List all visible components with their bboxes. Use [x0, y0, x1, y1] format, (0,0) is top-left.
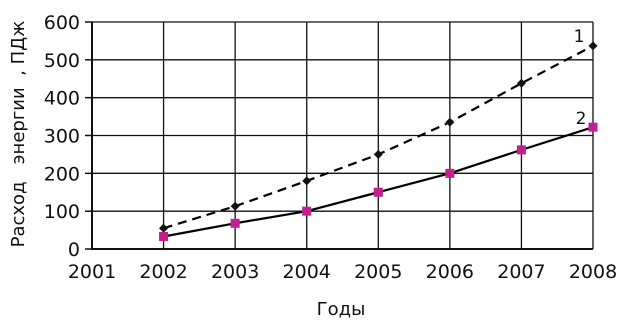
data-point-series-1	[516, 78, 526, 88]
series-label-2: 2	[576, 109, 587, 129]
data-markers	[159, 41, 598, 242]
data-point-series-2	[445, 168, 455, 178]
x-tick-label: 2002	[139, 261, 187, 283]
axes	[85, 21, 593, 250]
data-point-series-2	[588, 122, 598, 132]
y-tick-label: 200	[44, 163, 80, 185]
y-tick-label: 300	[44, 126, 80, 148]
data-point-series-1	[445, 117, 455, 127]
y-tick-label: 0	[68, 239, 80, 261]
y-tick-label: 400	[44, 88, 80, 110]
y-axis-title: Расход энергии , ПДж	[8, 21, 29, 248]
data-point-series-1	[230, 201, 240, 211]
series-label-1: 1	[574, 27, 585, 47]
data-point-series-1	[302, 176, 312, 186]
x-tick-label: 2008	[569, 261, 617, 283]
y-tick-label: 600	[44, 12, 80, 34]
data-point-series-2	[230, 218, 240, 228]
data-point-series-1	[159, 223, 169, 233]
x-tick-label: 2004	[283, 261, 331, 283]
data-point-series-1	[373, 149, 383, 159]
x-tick-label: 2003	[211, 261, 259, 283]
data-point-series-2	[516, 145, 526, 155]
x-tick-label: 2007	[497, 261, 545, 283]
y-tick-label: 100	[44, 201, 80, 223]
grid	[91, 21, 594, 250]
x-tick-label: 2001	[68, 261, 116, 283]
x-tick-label: 2005	[354, 261, 402, 283]
y-tick-label: 500	[44, 50, 80, 72]
data-point-series-2	[373, 187, 383, 197]
data-point-series-2	[159, 232, 169, 242]
data-point-series-1	[588, 41, 598, 51]
tick-labels: 2001 2002 2003 2004 2005 2006 2007 2008 0 100 200 3…	[44, 12, 617, 283]
x-tick-label: 2006	[426, 261, 474, 283]
x-axis-title: Годы	[317, 299, 366, 320]
data-point-series-2	[302, 206, 312, 216]
